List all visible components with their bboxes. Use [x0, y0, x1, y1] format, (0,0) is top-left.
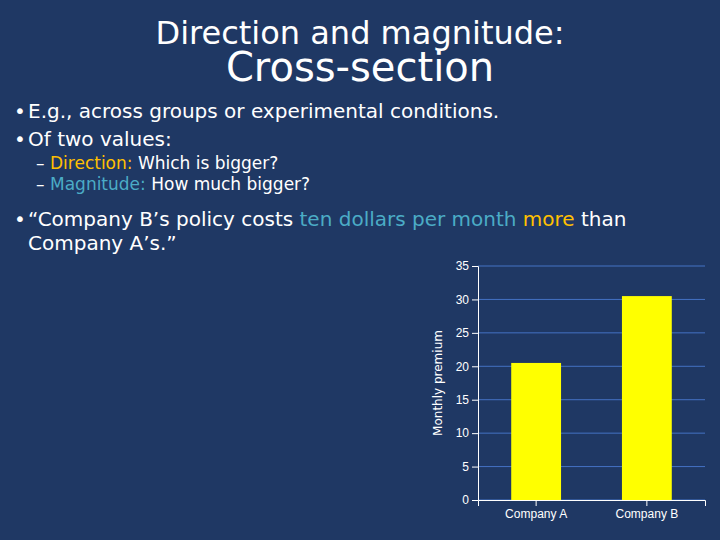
annotation: –	[36, 174, 45, 194]
y-tick: 25	[456, 326, 478, 340]
annotation: •	[14, 207, 26, 231]
x-tick-label: Company A	[505, 507, 567, 521]
annotation-segment: “Company B’s policy costs	[28, 207, 300, 231]
annotation-segment: E.g., across groups or experimental cond…	[28, 99, 499, 123]
y-tick: 30	[456, 293, 478, 307]
y-tick-mark	[472, 400, 478, 401]
x-tick-mark	[536, 500, 537, 506]
x-tick: Company B	[616, 500, 679, 521]
y-tick: 15	[456, 393, 478, 407]
y-tick-mark	[472, 500, 478, 501]
annotation: •	[14, 127, 26, 151]
y-tick-label: 20	[456, 360, 470, 374]
annotation-segment: How much bigger?	[146, 174, 310, 194]
y-axis-line	[472, 267, 479, 501]
bar	[511, 363, 561, 500]
subtitle: Cross-section	[226, 44, 494, 90]
y-tick-label: 35	[456, 259, 470, 273]
y-tick-label: 15	[456, 393, 470, 407]
annotation-segment: Direction:	[50, 153, 133, 173]
y-tick: 35	[456, 259, 478, 273]
y-tick-label: 0	[462, 493, 469, 507]
annotation-line: Direction: Which is bigger?	[50, 153, 278, 173]
annotation: Company A’s.”	[28, 231, 177, 255]
grid	[478, 266, 705, 500]
annotation: –	[36, 153, 45, 173]
annotation-segment: more	[523, 207, 575, 231]
slide: Direction and magnitude:Cross-section•E.…	[0, 0, 720, 540]
y-tick-mark	[472, 299, 478, 300]
y-tick-label: 30	[456, 293, 470, 307]
grid-line	[478, 266, 705, 267]
y-tick-label: 25	[456, 326, 470, 340]
y-tick-mark	[472, 467, 478, 468]
y-tick: 5	[462, 460, 478, 474]
y-tick-mark	[472, 433, 478, 434]
y-axis: 0 5 10 15 20 25 30 35	[456, 259, 479, 507]
bar	[622, 296, 672, 500]
annotation-segment: than	[575, 207, 627, 231]
y-tick-mark	[472, 366, 478, 367]
y-tick: 20	[456, 360, 478, 374]
annotation-segment: Magnitude:	[50, 174, 146, 194]
annotation: •	[14, 99, 26, 123]
x-axis: Company A Company B	[479, 500, 706, 521]
y-tick-mark	[472, 333, 478, 334]
y-tick-mark	[472, 266, 478, 267]
y-tick: 0	[462, 493, 478, 507]
annotation-line: Magnitude: How much bigger?	[50, 174, 310, 194]
x-tick-mark	[646, 500, 647, 506]
x-axis-line	[479, 501, 706, 507]
x-tick: Company A	[505, 500, 567, 521]
y-tick: 10	[456, 426, 478, 440]
x-tick-label: Company B	[616, 507, 679, 521]
annotation-line: Of two values:	[28, 127, 172, 151]
annotation-segment: ten dollars per month	[300, 207, 523, 231]
annotation-line: “Company B’s policy costs ten dollars pe…	[28, 207, 626, 231]
y-axis-title: Monthly premium	[431, 330, 445, 436]
annotation-line: E.g., across groups or experimental cond…	[28, 99, 499, 123]
y-tick-label: 5	[462, 460, 469, 474]
annotation-segment: Which is bigger?	[133, 153, 279, 173]
y-tick-label: 10	[456, 426, 470, 440]
bars	[511, 296, 672, 500]
annotation-segment: Of two values:	[28, 127, 172, 151]
background	[0, 0, 720, 540]
